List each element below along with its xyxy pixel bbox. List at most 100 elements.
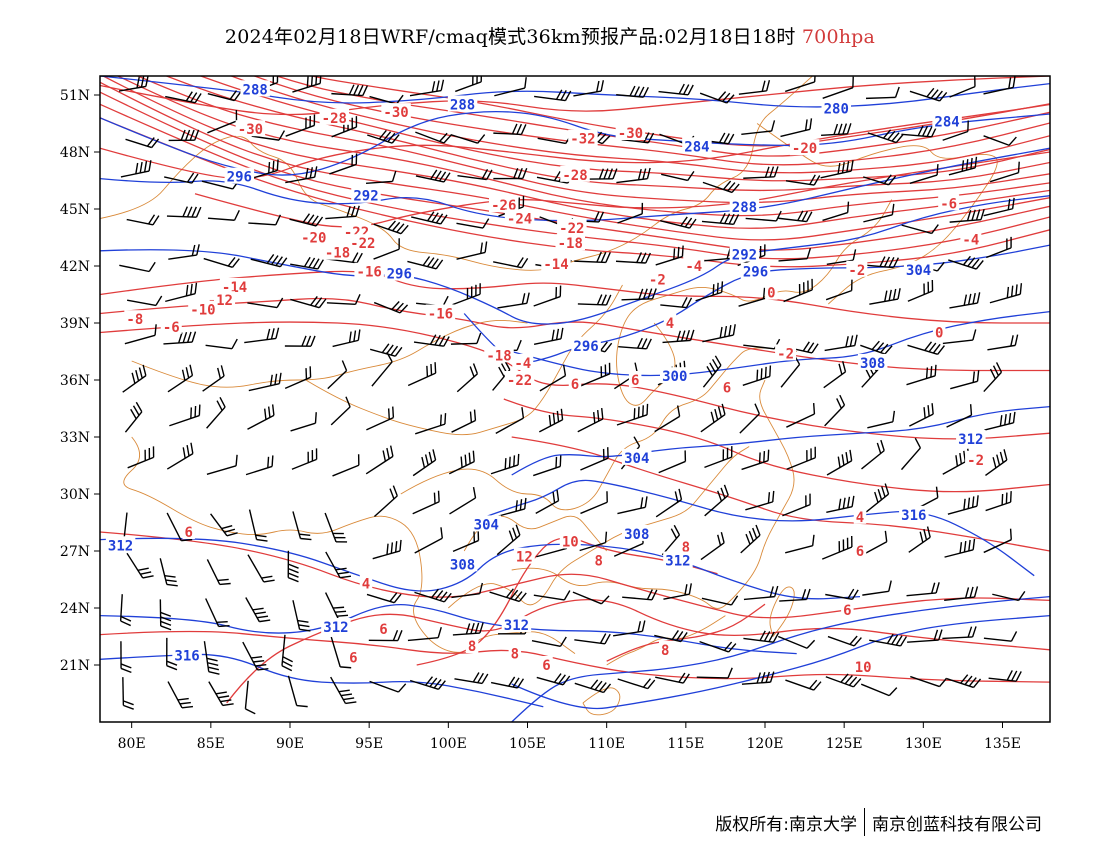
wind-barb bbox=[822, 201, 850, 222]
label-backing bbox=[219, 277, 250, 294]
wind-barb bbox=[743, 630, 780, 643]
wind-barb bbox=[574, 679, 612, 694]
wind-barb bbox=[331, 84, 369, 97]
wind-barb bbox=[124, 324, 157, 345]
wind-barb bbox=[167, 364, 194, 393]
wind-barb bbox=[368, 630, 403, 642]
wind-barb bbox=[407, 362, 437, 387]
wind-barb bbox=[658, 450, 687, 474]
wind-barb bbox=[617, 678, 656, 690]
wind-barb bbox=[169, 404, 201, 427]
temperature-isotherm bbox=[606, 603, 766, 662]
height-label: 296 bbox=[387, 267, 412, 283]
temperature-label: 6 bbox=[349, 650, 357, 666]
label-backing bbox=[841, 600, 854, 617]
label-backing bbox=[447, 555, 478, 572]
lon-tick-label: 115E bbox=[667, 736, 704, 752]
wind-barb bbox=[983, 631, 1018, 642]
wind-barb bbox=[324, 512, 348, 543]
wind-barb bbox=[202, 365, 225, 392]
wind-barb bbox=[206, 396, 226, 429]
label-backing bbox=[679, 538, 693, 555]
wind-barb bbox=[125, 137, 160, 149]
wind-barb bbox=[743, 585, 779, 601]
wind-barb bbox=[127, 295, 163, 307]
wind-barb bbox=[901, 224, 939, 235]
temperature-label: -4 bbox=[514, 356, 531, 372]
label-backing bbox=[377, 619, 390, 636]
label-backing bbox=[160, 317, 182, 334]
wind-barb bbox=[409, 676, 446, 691]
wind-barb bbox=[454, 672, 489, 685]
wind-barb bbox=[655, 488, 683, 518]
label-backing bbox=[557, 219, 587, 235]
wind-barb bbox=[493, 123, 527, 136]
wind-barb bbox=[449, 487, 477, 515]
wind-barb bbox=[983, 362, 1003, 393]
lat-tick-label: 21N bbox=[60, 658, 90, 674]
label-backing bbox=[381, 103, 411, 120]
wind-barb bbox=[330, 636, 352, 669]
wind-barb bbox=[251, 159, 279, 180]
wind-barb bbox=[738, 80, 771, 95]
temperature-label: -24 bbox=[507, 212, 532, 228]
wind-barb bbox=[122, 364, 147, 393]
wind-barb bbox=[457, 168, 493, 181]
wind-barb bbox=[168, 129, 200, 142]
label-backing bbox=[347, 648, 360, 665]
wind-barb bbox=[942, 448, 970, 475]
wind-barb bbox=[988, 670, 1022, 682]
wind-barb bbox=[617, 202, 644, 224]
wind-barb bbox=[663, 583, 692, 600]
label-backing bbox=[663, 551, 693, 568]
height-label: 296 bbox=[573, 339, 598, 355]
temperature-label: -16 bbox=[357, 265, 382, 281]
label-backing bbox=[568, 129, 598, 146]
wind-barb bbox=[985, 491, 1012, 512]
temperature-label: 8 bbox=[682, 540, 690, 556]
wind-barb bbox=[654, 630, 688, 643]
temperature-label: -10 bbox=[190, 303, 215, 319]
wind-barb bbox=[867, 129, 904, 144]
wind-barb bbox=[205, 338, 238, 350]
wind-barb bbox=[497, 497, 527, 518]
wind-barb bbox=[456, 218, 490, 229]
title-main: 2024年02月18日WRF/cmaq模式36km预报产品:02月18日18时 bbox=[224, 26, 796, 48]
label-backing bbox=[504, 371, 535, 387]
label-backing bbox=[852, 657, 874, 674]
wind-barb bbox=[942, 120, 969, 141]
lon-tick-label: 85E bbox=[197, 736, 225, 752]
wind-barb bbox=[574, 251, 611, 264]
label-backing bbox=[659, 640, 672, 657]
border-line bbox=[769, 586, 795, 637]
height-label: 312 bbox=[665, 554, 690, 570]
temperature-isotherm bbox=[101, 76, 1050, 229]
label-backing bbox=[775, 344, 797, 361]
temperature-label: 4 bbox=[856, 510, 864, 526]
temperature-label: 6 bbox=[856, 544, 864, 560]
temperature-label: -4 bbox=[962, 232, 979, 248]
lat-tick-label: 30N bbox=[60, 487, 90, 503]
lat-tick-label: 27N bbox=[60, 544, 90, 560]
wind-barb bbox=[577, 407, 604, 433]
wind-barb bbox=[909, 164, 939, 185]
wind-barb bbox=[944, 586, 979, 601]
wind-barb bbox=[942, 329, 977, 345]
label-backing bbox=[615, 124, 646, 140]
wind-barb bbox=[167, 681, 194, 709]
label-backing bbox=[622, 524, 652, 541]
label-backing bbox=[682, 137, 712, 154]
wind-barb bbox=[534, 89, 572, 102]
wind-barb bbox=[407, 626, 442, 642]
label-backing bbox=[182, 523, 195, 539]
wind-barb bbox=[119, 594, 132, 627]
wind-barb bbox=[118, 76, 149, 92]
wind-barb bbox=[779, 588, 811, 602]
temperature-label: -14 bbox=[543, 257, 568, 273]
label-backing bbox=[932, 323, 946, 340]
lon-tick-label: 125E bbox=[826, 736, 863, 752]
wind-barb bbox=[906, 364, 937, 386]
wind-barb bbox=[786, 446, 817, 470]
height-label: 304 bbox=[906, 263, 931, 279]
wind-barb bbox=[373, 485, 398, 518]
